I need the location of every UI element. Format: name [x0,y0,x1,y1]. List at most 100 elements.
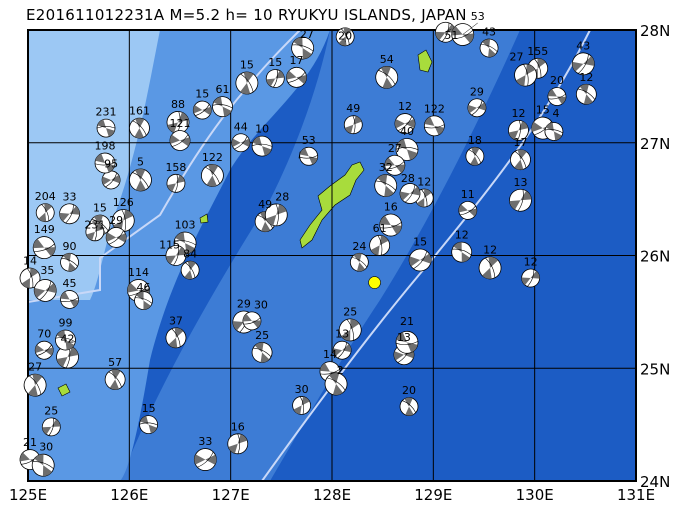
beachball[interactable] [163,325,190,352]
beachball[interactable] [330,338,355,363]
event-depth-label: 12 [579,71,593,84]
beachball[interactable] [227,433,249,455]
beachball[interactable] [164,243,188,267]
event-depth-label: 114 [128,266,149,279]
event-depth-label: 33 [198,435,212,448]
event-depth-label: 28 [401,172,415,185]
beachball[interactable] [462,144,487,169]
beachball[interactable] [240,309,263,332]
beachball[interactable] [291,395,312,416]
beachball[interactable] [449,240,474,265]
event-depth-label: 12 [398,100,412,113]
beachball[interactable] [337,316,364,343]
beachball[interactable] [477,36,501,60]
beachball[interactable] [85,222,105,242]
label-leader-line [445,28,452,33]
beachball[interactable] [166,126,194,154]
beachball[interactable] [30,234,58,262]
beachball[interactable] [382,152,408,178]
beachball[interactable] [32,338,57,363]
beachball[interactable] [475,253,504,282]
beachball[interactable] [283,64,310,91]
beachball[interactable] [197,160,228,191]
beachball[interactable] [211,95,234,118]
beachball[interactable] [59,289,80,310]
event-depth-label: 121 [170,117,191,130]
beachball[interactable] [371,171,400,200]
lat-tick-label: 27N [640,135,670,153]
beachball[interactable] [264,203,288,227]
beachball[interactable] [20,370,50,400]
beachball[interactable] [190,97,215,122]
beachball[interactable] [178,258,203,283]
event-depth-label: 42 [61,332,75,345]
beachball[interactable] [40,416,62,438]
beachball[interactable] [546,85,568,107]
beachball[interactable] [423,115,445,137]
beachball[interactable] [347,250,372,275]
beachball[interactable] [396,180,423,207]
event-depth-label: 28 [275,190,289,203]
beachball[interactable] [368,234,391,257]
beachball[interactable] [289,34,316,61]
beachball[interactable] [573,80,601,108]
event-depth-label: 15 [195,88,209,101]
beachball[interactable] [343,115,363,135]
beachball[interactable] [18,266,43,291]
beachball[interactable] [265,68,286,89]
beachball[interactable] [396,394,421,419]
beachball[interactable] [464,95,489,120]
beachball[interactable] [508,119,530,142]
beachball[interactable] [56,201,82,227]
beachball[interactable] [507,146,535,174]
beachball[interactable] [190,444,221,475]
beachball[interactable] [371,62,402,93]
beachball[interactable] [405,245,436,276]
beachball[interactable] [519,266,542,289]
beachball[interactable] [166,173,186,193]
beachball[interactable] [391,109,419,137]
selected-event-marker[interactable] [368,276,381,289]
beachball[interactable] [101,365,129,393]
beachball[interactable] [125,114,153,142]
beachball[interactable] [29,451,57,479]
event-depth-label: 32 [379,161,393,174]
beachball[interactable] [251,135,273,157]
event-depth-label: 20 [550,74,564,87]
beachball[interactable] [377,212,404,239]
beachball[interactable] [395,330,419,354]
beachball[interactable] [132,289,155,312]
beachball[interactable] [96,118,116,138]
event-depth-label: 99 [58,317,72,330]
event-depth-label: 20 [402,384,416,397]
beachball[interactable] [321,369,352,400]
beachball[interactable] [507,187,533,213]
beachball[interactable] [54,328,77,351]
event-depth-label: 198 [95,140,116,153]
beachball[interactable] [102,223,130,251]
lon-tick-label: 129E [414,486,452,504]
event-depth-label: 14 [23,255,37,268]
beachball[interactable] [125,164,156,195]
event-depth-label: 15 [413,236,427,249]
beachball[interactable] [455,198,480,223]
event-depth-label: 15 [240,58,254,71]
beachball[interactable] [139,415,158,435]
beachball[interactable] [544,121,565,142]
beachball[interactable] [299,146,319,166]
beachball[interactable] [98,167,123,192]
beachball[interactable] [55,345,80,370]
beachball[interactable] [395,138,419,161]
beachball[interactable] [94,152,116,174]
beachball[interactable] [30,275,60,305]
beachball[interactable] [33,201,57,225]
beachball[interactable] [513,62,539,88]
event-depth-label: 53 [471,10,485,23]
beachball[interactable] [111,208,136,233]
beachball[interactable] [57,250,81,274]
beachball[interactable] [568,49,598,79]
event-depth-label: 158 [165,161,186,174]
beachball[interactable] [232,68,263,99]
beachball[interactable] [228,130,253,155]
beachball[interactable] [249,339,276,366]
